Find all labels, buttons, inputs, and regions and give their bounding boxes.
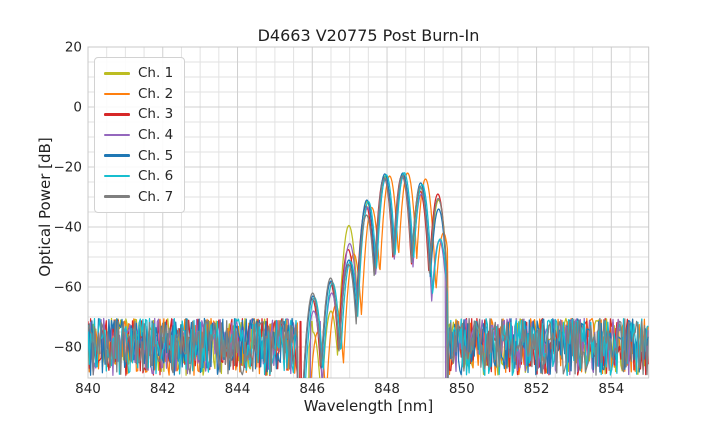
plot-traces xyxy=(88,172,649,378)
legend-label: Ch. 5 xyxy=(138,147,174,164)
legend-line-swatch xyxy=(104,92,130,96)
x-tick-label: 842 xyxy=(150,381,176,397)
legend-label: Ch. 2 xyxy=(138,85,174,102)
chart-title: D4663 V20775 Post Burn-In xyxy=(257,26,480,45)
y-tick-label: −20 xyxy=(54,160,83,176)
legend-line-swatch xyxy=(104,113,130,116)
y-tick-label: −60 xyxy=(54,280,83,296)
legend-label: Ch. 3 xyxy=(138,106,174,123)
legend-line-swatch xyxy=(104,174,130,178)
x-tick-label: 844 xyxy=(225,381,251,397)
legend-line-swatch xyxy=(104,195,130,198)
x-axis-label: Wavelength [nm] xyxy=(303,397,434,415)
y-axis-label: Optical Power [dB] xyxy=(36,137,54,277)
legend-entry: Ch. 2 xyxy=(104,84,184,104)
legend-label: Ch. 6 xyxy=(138,168,174,185)
legend-entry: Ch. 4 xyxy=(104,125,184,145)
legend-entry: Ch. 7 xyxy=(104,187,184,207)
x-tick-label: 852 xyxy=(524,381,550,397)
x-tick-label: 848 xyxy=(374,381,400,397)
y-tick-label: −80 xyxy=(54,340,83,356)
y-tick-label: −40 xyxy=(54,220,83,236)
trace-ch-7 xyxy=(88,175,649,378)
legend-entry: Ch. 1 xyxy=(104,63,184,83)
x-tick-label: 840 xyxy=(75,381,101,397)
y-tick-label: 0 xyxy=(73,100,82,116)
y-tick-label: 20 xyxy=(65,40,82,56)
legend-label: Ch. 7 xyxy=(138,188,174,205)
plot-border xyxy=(87,46,650,379)
x-tick-label: 846 xyxy=(299,381,325,397)
legend-label: Ch. 1 xyxy=(138,65,174,82)
legend-label: Ch. 4 xyxy=(138,126,174,143)
legend-entry: Ch. 3 xyxy=(104,104,184,124)
legend-entry: Ch. 5 xyxy=(104,146,184,166)
legend-entry: Ch. 6 xyxy=(104,166,184,186)
legend: Ch. 1 Ch. 2 Ch. 3 Ch. 4 Ch. 5 Ch. 6 Ch. 7 xyxy=(94,57,185,213)
legend-line-swatch xyxy=(104,154,130,157)
x-tick-label: 854 xyxy=(598,381,624,397)
legend-line-swatch xyxy=(104,71,130,75)
legend-line-swatch xyxy=(104,133,130,137)
x-tick-label: 850 xyxy=(449,381,475,397)
